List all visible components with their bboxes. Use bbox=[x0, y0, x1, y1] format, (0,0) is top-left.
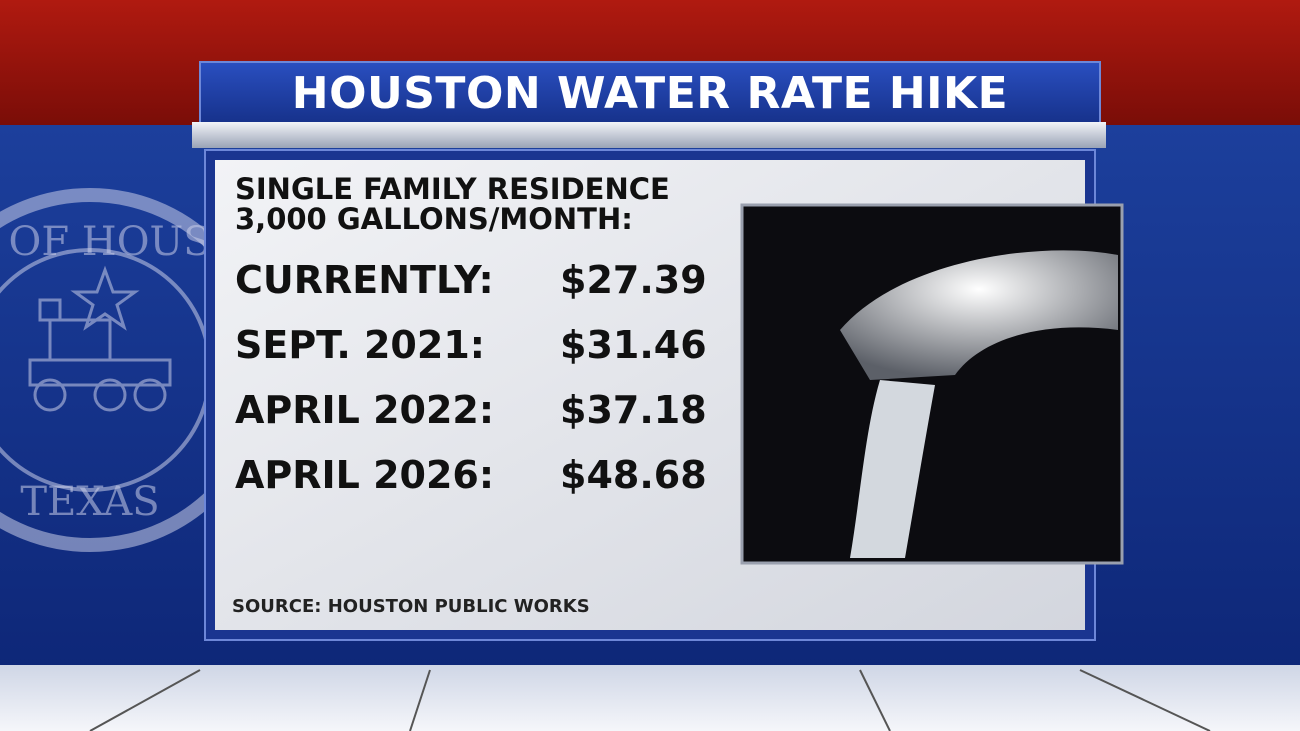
rate-value: $31.46 bbox=[560, 323, 707, 367]
rate-value: $27.39 bbox=[560, 258, 707, 302]
source: SOURCE: HOUSTON PUBLIC WORKS bbox=[232, 596, 590, 617]
rate-label: CURRENTLY: bbox=[235, 258, 494, 302]
subtitle: 3,000 GALLONS/MONTH: bbox=[235, 202, 633, 236]
rate-label: APRIL 2022: bbox=[235, 388, 495, 432]
rate-label: APRIL 2026: bbox=[235, 453, 495, 497]
rate-label: SEPT. 2021: bbox=[235, 323, 485, 367]
title: HOUSTON WATER RATE HIKE bbox=[291, 68, 1009, 119]
subtitle: SINGLE FAMILY RESIDENCE bbox=[235, 172, 670, 206]
rate-value: $37.18 bbox=[560, 388, 707, 432]
rate-value: $48.68 bbox=[560, 453, 707, 497]
seal-text: TEXAS bbox=[20, 479, 159, 525]
seal-text: Y OF HOUS bbox=[0, 219, 211, 265]
